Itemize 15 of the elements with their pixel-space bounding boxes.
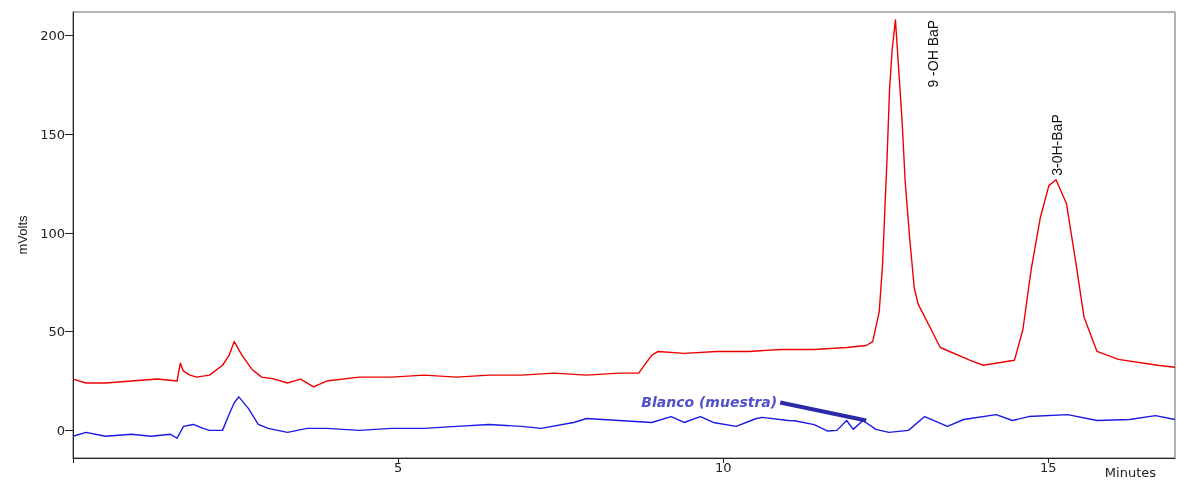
y-tick-label: 200 — [40, 28, 65, 44]
x-tick-label: 10 — [714, 460, 732, 475]
y-axis-title: mVolts — [15, 215, 31, 255]
y-tick-label: 50 — [48, 324, 65, 340]
annotation: 9 -OH BaP — [925, 19, 942, 88]
y-tick-label: 150 — [40, 126, 65, 142]
y-tick-label: 0 — [56, 422, 65, 438]
line-series — [72, 19, 1176, 388]
annotation: 3-0H-BaP — [1049, 114, 1066, 176]
x-tick-label: 5 — [393, 460, 403, 475]
x-tick-label: 15 — [1039, 460, 1057, 475]
y-tick-label: 100 — [40, 225, 65, 241]
x-axis-title: Minutes — [1104, 465, 1157, 480]
annotation: Blanco (muestra) — [641, 394, 778, 411]
line-series — [72, 396, 1176, 439]
